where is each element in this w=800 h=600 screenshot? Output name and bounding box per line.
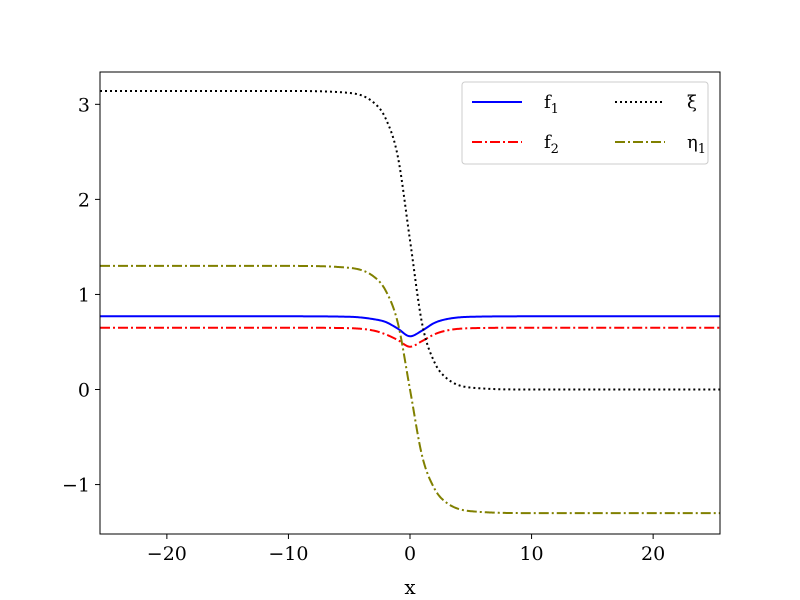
series-layer	[100, 90, 720, 515]
legend-label: η1	[687, 132, 706, 157]
legend: f1 f2 ξ η1	[461, 81, 709, 165]
series-line-4	[100, 264, 720, 515]
y-tick-label: −1	[62, 475, 90, 497]
series-line-2	[100, 326, 720, 348]
y-tick-label: 1	[78, 284, 90, 306]
legend-box	[461, 81, 709, 165]
legend-label: f1	[544, 92, 559, 117]
x-axis-label: x	[404, 575, 416, 599]
x-axis-ticks: −20 −10 0 10 20	[147, 534, 665, 565]
x-tick-label: −20	[147, 543, 187, 565]
y-tick-label: 3	[78, 94, 90, 116]
legend-label: f2	[544, 132, 559, 157]
y-tick-label: 2	[78, 189, 90, 211]
y-tick-label: 0	[78, 380, 90, 402]
x-tick-label: −10	[268, 543, 308, 565]
series-line-3	[100, 90, 720, 391]
x-tick-label: 20	[641, 543, 665, 565]
x-tick-label: 0	[404, 543, 416, 565]
y-axis-ticks: −1 0 1 2 3	[62, 94, 100, 497]
legend-label: ξ	[687, 92, 697, 113]
series-line-1	[100, 315, 720, 338]
x-tick-label: 10	[519, 543, 543, 565]
